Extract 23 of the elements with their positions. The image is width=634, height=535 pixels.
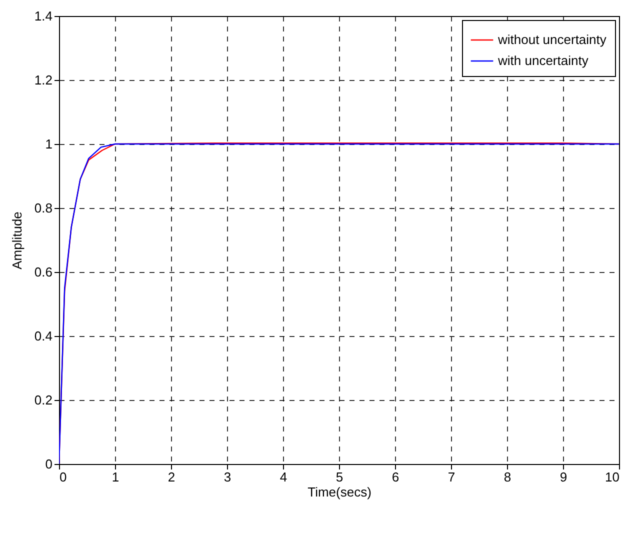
x-tick-label: 8 [504,470,512,484]
legend-label: with uncertainty [497,53,589,68]
y-tick-label: 1.2 [34,72,52,88]
x-tick-label: 3 [224,470,232,484]
y-axis-title: Amplitude [9,212,24,270]
y-tick-label: 0.4 [34,328,52,344]
x-tick-label: 5 [336,470,344,484]
y-tick-label: 1.4 [34,8,52,24]
x-tick-label: 9 [560,470,568,484]
x-tick-label: 10 [605,470,620,484]
legend-label: without uncertainty [497,32,607,47]
y-tick-label: 0.2 [34,392,52,408]
y-tick-label: 0.8 [34,200,52,216]
x-tick-label: 4 [280,470,288,484]
x-tick-label: 6 [392,470,400,484]
x-axis-title: Time(secs) [308,484,372,500]
x-tick-label: 2 [168,470,176,484]
x-tick-label: 0 [60,470,67,484]
y-tick-label: 1 [45,136,52,152]
y-tick-label: 0 [45,456,52,472]
x-tick-label: 7 [448,470,456,484]
x-tick-label: 1 [112,470,120,484]
y-tick-label: 0.6 [34,264,52,280]
